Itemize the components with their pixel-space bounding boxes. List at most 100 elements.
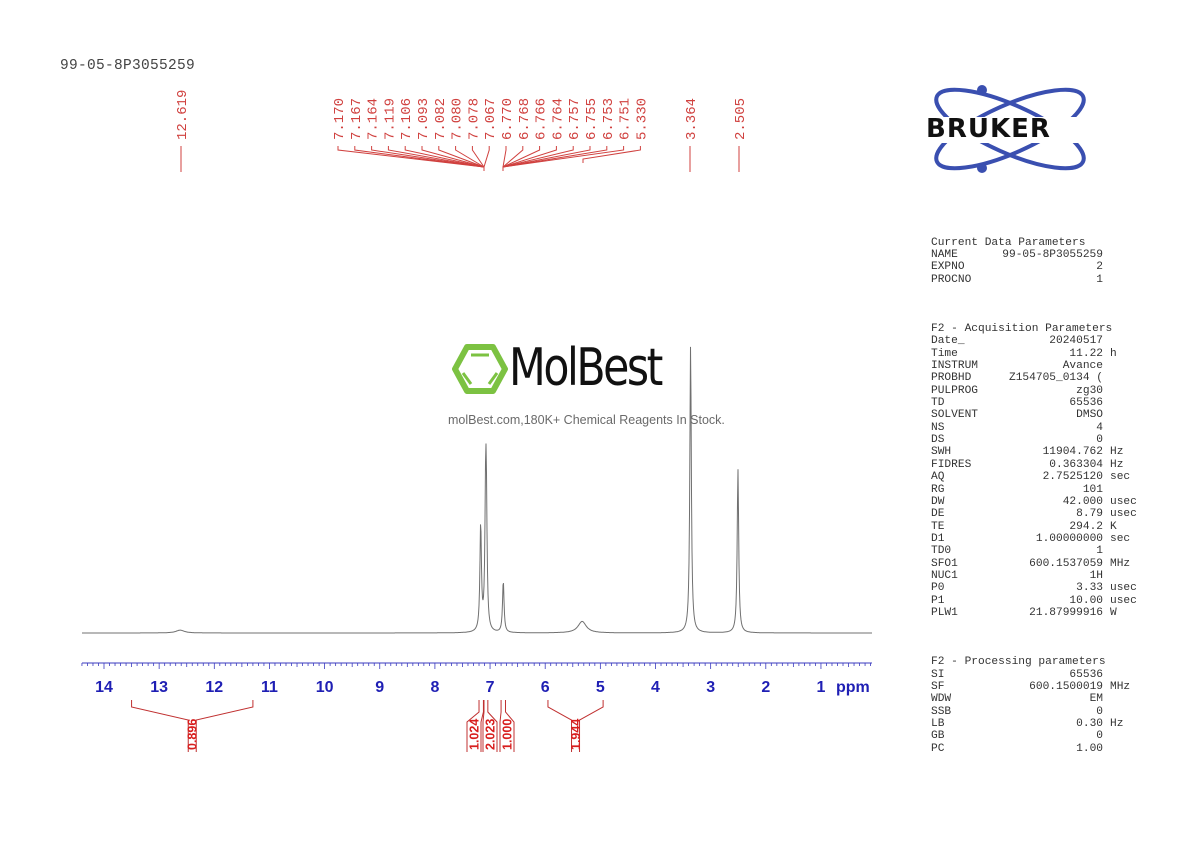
parameter-value: 65536 [1069,668,1103,681]
parameter-row: TD0 1 [931,545,1137,557]
parameter-unit: Hz [1110,446,1124,459]
parameter-unit [1103,409,1110,421]
peak-label: 2.505 [733,98,749,140]
parameter-row: P1 10.00 usec [931,595,1137,607]
parameter-unit [1103,743,1110,755]
axis-tick-label: 11 [261,679,278,696]
parameter-key: SI [931,668,945,681]
parameter-row: DE 8.79 usec [931,508,1137,520]
parameter-row: PROCNO 1 [931,274,1137,286]
axis-tick-label: 3 [706,679,715,696]
parameter-unit [1103,545,1110,557]
parameter-key: WDW [931,693,952,706]
parameter-key: P0 [931,582,945,595]
peak-label: 6.751 [618,98,634,140]
parameter-key: Date_ [931,335,965,348]
parameter-unit [1103,274,1110,286]
parameter-key: TD0 [931,545,952,558]
parameter-key: NUC1 [931,569,958,582]
parameter-unit: usec [1110,594,1137,607]
parameter-row: WDW EM [931,693,1137,705]
parameter-value: 21.87999916 [1029,606,1103,619]
peak-label: 6.764 [550,98,566,140]
parameter-value: EM [1089,693,1103,706]
parameter-unit: MHz [1110,557,1131,570]
parameter-key: SF [931,680,945,693]
parameter-row: SF 600.1500019 MHz [931,681,1137,693]
parameter-row: SOLVENT DMSO [931,409,1137,421]
parameter-unit [1103,570,1110,582]
parameter-key: TE [931,520,945,533]
peak-label: 7.106 [399,98,415,140]
parameter-unit [1103,335,1110,347]
parameter-value: 294.2 [1069,520,1103,533]
parameter-value: 101 [1082,483,1103,496]
parameter-value: 0 [1096,434,1103,447]
parameter-key: DS [931,434,945,447]
parameter-key: SWH [931,446,952,459]
axis-tick-label: 8 [430,679,439,696]
peak-label: 7.164 [366,98,382,140]
peak-label: 7.170 [332,98,348,140]
parameter-key: PROBHD [931,372,972,385]
acquisition-parameters-panel: Current Data Parameters NAME 99-05-8P30552… [931,212,1137,780]
axis-tick-label: 6 [541,679,550,696]
parameter-unit [1103,372,1110,384]
peak-label: 7.119 [382,98,398,140]
peak-label: 3.364 [684,98,700,140]
parameter-row: TD 65536 [931,397,1137,409]
parameter-value: 1 [1096,273,1103,286]
parameter-row: INSTRUM Avance [931,360,1137,372]
parameter-row: NUC1 1H [931,570,1137,582]
integral-value: 1.000 [501,719,515,750]
processing-parameters: F2 - Processing parameters SI 65536 SF 600.1… [931,656,1137,755]
parameter-value: Z154705_0134 ( [1009,372,1103,385]
watermark-tagline: molBest.com,180K+ Chemical Reagents In S… [448,413,725,427]
parameter-value: 0 [1096,705,1103,718]
peak-label: 6.770 [500,98,516,140]
peak-label: 7.080 [450,98,466,140]
bruker-wordmark: BRUKER [926,114,1051,144]
integral-value: 1.944 [569,719,583,750]
parameter-section-heading: F2 - Acquisition Parameters [931,323,1113,336]
parameter-row: RG 101 [931,484,1137,496]
peak-label: 6.766 [534,98,550,140]
parameter-row: NS 4 [931,422,1137,434]
parameter-key: FIDRES [931,458,972,471]
bruker-logo-icon [926,85,1092,173]
parameter-value: 11904.762 [1042,446,1103,459]
acquisition-parameters: F2 - Acquisition Parameters Date_ 20240517… [931,323,1137,619]
parameter-key: PC [931,742,945,755]
axis-tick-label: 7 [486,679,495,696]
peak-label: 6.757 [567,98,583,140]
parameter-row: SSB 0 [931,706,1137,718]
parameter-value: 42.000 [1062,495,1103,508]
parameter-key: DE [931,508,945,521]
parameter-value: 10.00 [1069,594,1103,607]
parameter-row: TE 294.2 K [931,521,1137,533]
parameter-key: LB [931,718,945,730]
parameter-value: 99-05-8P3055259 [1002,249,1103,262]
spectrum-trace [82,346,872,634]
axis-tick-label: 4 [651,679,660,696]
parameter-key: P1 [931,594,945,607]
axis-tick-label: 2 [761,679,770,696]
peak-label: 7.093 [416,98,432,140]
parameter-unit [1103,669,1110,681]
parameter-unit: Hz [1110,458,1124,471]
peak-label: 6.755 [584,98,600,140]
parameter-row: DS 0 [931,434,1137,446]
parameter-row: D1 1.00000000 sec [931,533,1137,545]
parameter-unit: sec [1110,532,1131,545]
parameter-value: 3.33 [1076,582,1103,595]
parameter-unit: K [1110,520,1117,533]
parameter-key: PULPROG [931,384,978,397]
peak-label: 7.067 [483,98,499,140]
parameter-row: SFO1 600.1537059 MHz [931,558,1137,570]
parameter-section-heading: F2 - Processing parameters [931,656,1106,669]
parameter-value: 8.79 [1076,508,1103,521]
current-data-parameters: Current Data Parameters NAME 99-05-8P30552… [931,237,1137,286]
parameter-value: 1.00000000 [1035,532,1103,545]
parameter-row: Date_ 20240517 [931,335,1137,347]
parameter-unit: h [1110,347,1117,360]
